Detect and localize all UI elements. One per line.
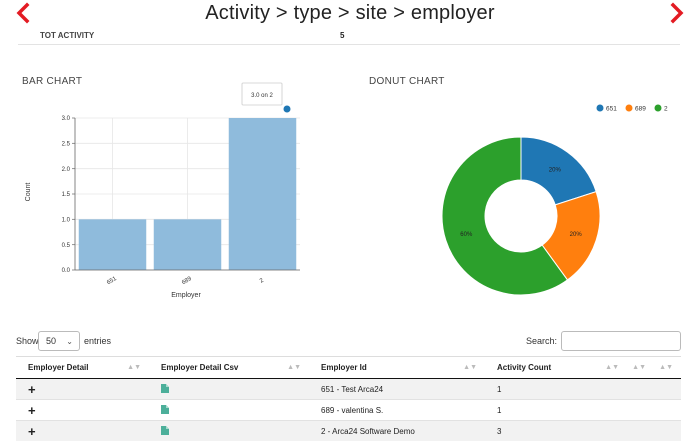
entries-select[interactable]: 50 ⌄ [38,331,80,351]
column-header-extra-2[interactable]: ▲▼ [654,356,681,379]
bar-651[interactable] [78,219,147,270]
bar-chart-title: BAR CHART [22,76,83,87]
donut-slice-label: 20% [549,167,562,173]
legend-label: 689 [635,106,646,113]
column-header-employer-detail[interactable]: Employer Detail ▲▼ [16,356,149,379]
table-row: + 651 - Test Arca24 1 [16,378,681,400]
bar-chart-y-tick-label: 3.0 [62,116,71,122]
column-header-employer-id[interactable]: Employer Id ▲▼ [309,356,485,379]
bar-chart-y-tick-label: 0.0 [62,268,71,274]
bar-chart-x-axis: 651 689 2 [75,269,300,287]
bar-chart-tooltip-text: 3.0 on 2 [251,93,273,99]
total-activity-value: 5 [340,31,345,40]
sort-icon: ▲▼ [127,364,141,371]
search-input[interactable] [561,331,681,351]
expand-row-icon[interactable]: + [28,423,36,439]
page-title: Activity > type > site > employer [205,2,495,24]
total-activity-row: TOT ACTIVITY 5 [18,31,680,45]
donut-chart-legend: 651 689 2 [596,104,669,113]
legend-item-689[interactable]: 689 [625,104,647,113]
legend-swatch [625,104,633,112]
donut-chart-slices [441,136,601,296]
expand-row-icon[interactable]: + [28,381,36,397]
legend-swatch [596,104,604,112]
sort-icon: ▲▼ [287,364,301,371]
legend-item-2[interactable]: 2 [654,104,669,113]
legend-label: 651 [606,106,617,113]
bar-689[interactable] [153,219,222,270]
bar-chart: 0.0 0.5 1.0 1.5 2.0 2.5 3.0 651 689 2 Count Empl… [25,82,300,299]
column-header-employer-detail-csv[interactable]: Employer Detail Csv ▲▼ [149,356,309,379]
legend-label: 2 [664,106,668,113]
next-arrow-icon[interactable] [666,2,688,24]
bar-chart-y-tick-label: 1.5 [62,192,71,198]
expand-row-icon[interactable]: + [28,402,36,418]
bar-chart-hover-marker [283,105,291,113]
donut-chart: 651 689 2 20% 20% 60% [441,104,669,296]
donut-slice-label: 20% [570,232,583,238]
table-controls: Show 50 ⌄ entries Search: [16,331,681,353]
table-row: + 2 - Arca24 Software Demo 3 [16,420,681,441]
search-label: Search: [525,336,557,346]
employer-id-cell: 689 - valentina S. [309,399,485,421]
csv-file-icon[interactable] [161,383,169,393]
donut-chart-labels: 20% 20% 60% [460,167,582,237]
activity-count-cell: 1 [485,399,627,421]
activity-count-cell: 3 [485,420,627,441]
legend-swatch [654,104,662,112]
activity-count-cell: 1 [485,378,627,400]
sort-icon: ▲▼ [463,364,477,371]
bar-chart-x-tick-label: 689 [181,276,193,287]
column-header-extra-1[interactable]: ▲▼ [627,356,654,379]
employer-id-cell: 2 - Arca24 Software Demo [309,420,485,441]
column-header-activity-count[interactable]: Activity Count ▲▼ [485,356,627,379]
chevron-down-icon: ⌄ [66,337,73,346]
bar-chart-bars [78,118,297,270]
bar-chart-y-axis: 0.0 0.5 1.0 1.5 2.0 2.5 3.0 [62,116,76,274]
bar-chart-y-axis-label: Count [25,183,32,202]
employer-table: Employer Detail ▲▼ Employer Detail Csv ▲▼ … [16,356,681,441]
csv-file-icon[interactable] [161,425,169,435]
employer-id-cell: 651 - Test Arca24 [309,378,485,400]
bar-chart-x-tick-label: 651 [106,276,118,287]
bar-chart-y-tick-label: 0.5 [62,243,71,249]
sort-icon: ▲▼ [659,364,673,371]
previous-arrow-icon[interactable] [12,2,34,24]
total-activity-label: TOT ACTIVITY [40,31,95,40]
entries-label: entries [84,336,112,346]
bar-chart-y-tick-label: 1.0 [62,218,71,224]
bar-chart-x-axis-label: Employer [171,292,201,299]
donut-chart-title: DONUT CHART [369,76,445,87]
table-header-row: Employer Detail ▲▼ Employer Detail Csv ▲▼ … [16,356,681,379]
donut-slice-2[interactable] [441,136,569,296]
show-label: Show [16,336,39,346]
sort-icon: ▲▼ [632,364,646,371]
legend-item-651[interactable]: 651 [596,104,618,113]
bar-chart-y-tick-label: 2.0 [62,167,71,173]
bar-chart-x-tick-label: 2 [259,277,265,284]
donut-slice-label: 60% [460,232,473,238]
entries-select-value: 50 [46,336,57,346]
csv-file-icon[interactable] [161,404,169,414]
bar-chart-tooltip: 3.0 on 2 [241,82,283,106]
sort-icon: ▲▼ [605,364,619,371]
bar-chart-y-tick-label: 2.5 [62,142,71,148]
table-row: + 689 - valentina S. 1 [16,399,681,421]
bar-2[interactable] [228,118,297,270]
